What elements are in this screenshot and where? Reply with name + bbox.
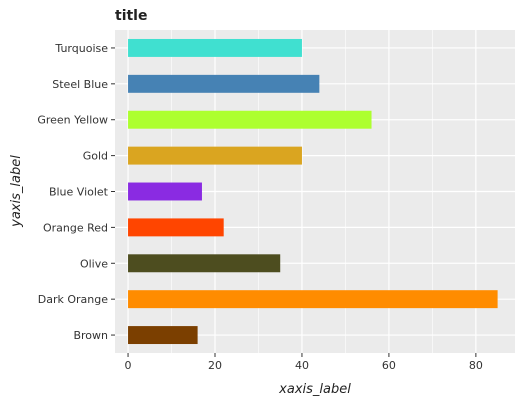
bars (128, 38, 498, 345)
bar-brown (128, 326, 198, 345)
x-axis-title: xaxis_label (278, 382, 351, 397)
bar-dark-orange (128, 290, 498, 309)
bar-olive (128, 254, 281, 273)
y-tick-label: Orange Red (43, 221, 108, 234)
y-tick-label: Brown (73, 329, 108, 342)
bar-orange-red (128, 218, 224, 237)
y-axis-title: yaxis_label (9, 155, 24, 228)
y-tick-label: Olive (80, 257, 108, 270)
bar-green-yellow (128, 110, 372, 129)
x-axis-ticks: 0 20 40 60 80 (125, 353, 483, 372)
bar-turquoise (128, 38, 302, 57)
bar-gold (128, 146, 302, 165)
bar-blue-violet (128, 182, 202, 201)
bar-steel-blue (128, 74, 320, 93)
x-tick-label: 0 (125, 359, 132, 372)
x-tick-label: 40 (295, 359, 309, 372)
y-tick-label: Turquoise (54, 42, 108, 55)
x-tick-label: 20 (208, 359, 222, 372)
y-tick-label: Gold (83, 150, 108, 163)
y-tick-label: Steel Blue (52, 78, 108, 91)
y-tick-label: Green Yellow (37, 114, 108, 127)
y-axis-ticks: Brown Dark Orange Olive Orange Red Blue Viol… (37, 42, 115, 342)
y-tick-label: Dark Orange (38, 293, 108, 306)
y-tick-label: Blue Violet (49, 186, 109, 199)
chart-title: title (115, 8, 147, 24)
x-tick-label: 80 (469, 359, 483, 372)
x-tick-label: 60 (382, 359, 396, 372)
